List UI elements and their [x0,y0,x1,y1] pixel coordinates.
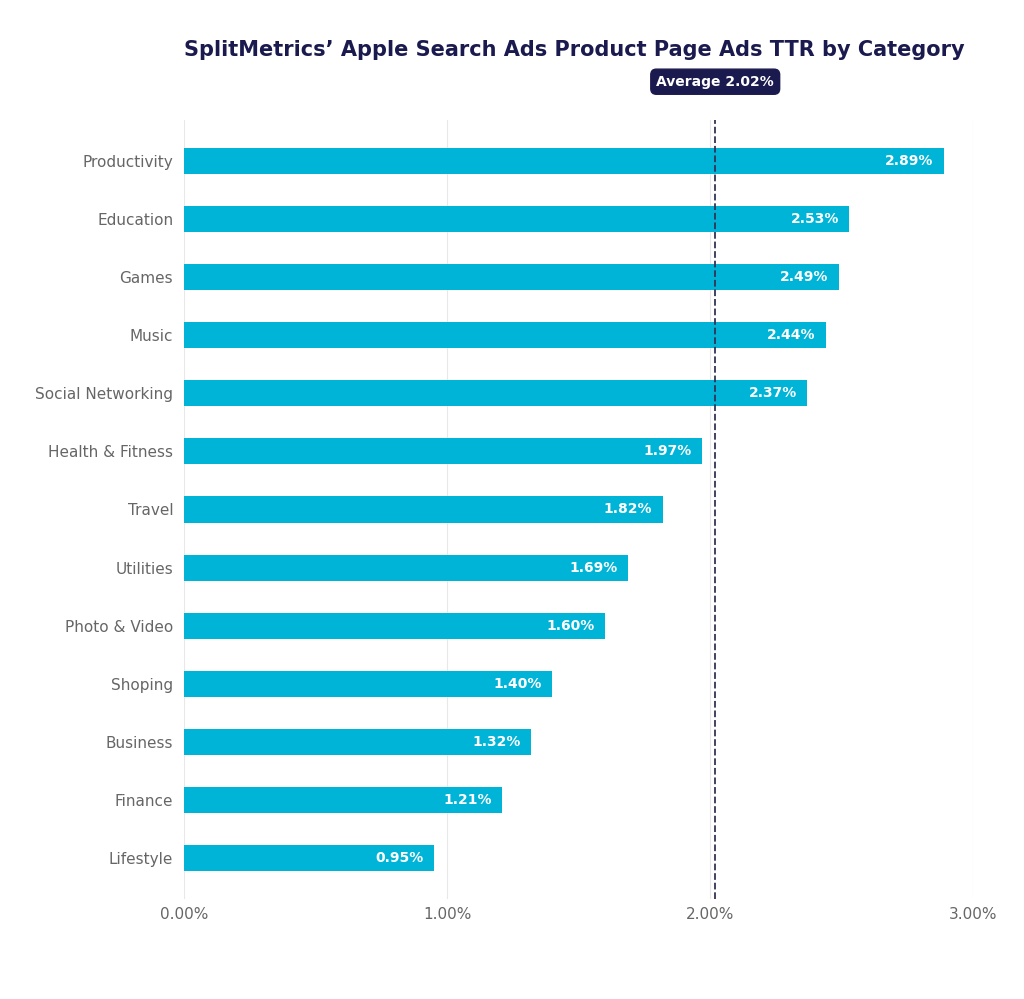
Text: 2.89%: 2.89% [885,154,934,168]
Bar [184,380,807,407]
Text: 1.40%: 1.40% [494,677,542,691]
Text: SplitMetrics’ Apple Search Ads Product Page Ads TTR by Category: SplitMetrics’ Apple Search Ads Product P… [184,40,965,60]
Bar [184,206,849,232]
Text: 1.69%: 1.69% [569,560,617,574]
Text: 0.95%: 0.95% [375,851,424,865]
Bar [184,439,702,465]
Text: 1.60%: 1.60% [546,618,594,632]
Bar [184,554,629,580]
Bar [184,671,552,697]
Bar [184,612,605,639]
Text: 1.97%: 1.97% [643,445,691,459]
Bar [184,729,531,755]
Text: 1.82%: 1.82% [604,502,652,516]
Bar [184,845,434,871]
Text: 2.44%: 2.44% [767,328,815,342]
Bar [184,264,839,290]
Text: 2.37%: 2.37% [749,387,797,401]
Text: 2.49%: 2.49% [780,270,828,284]
Text: Average 2.02%: Average 2.02% [656,75,774,89]
Text: 1.32%: 1.32% [472,735,521,749]
Text: 1.21%: 1.21% [443,793,492,807]
Bar [184,148,944,174]
Bar [184,787,503,813]
Bar [184,497,663,522]
Bar [184,322,825,348]
Text: 2.53%: 2.53% [791,212,839,226]
